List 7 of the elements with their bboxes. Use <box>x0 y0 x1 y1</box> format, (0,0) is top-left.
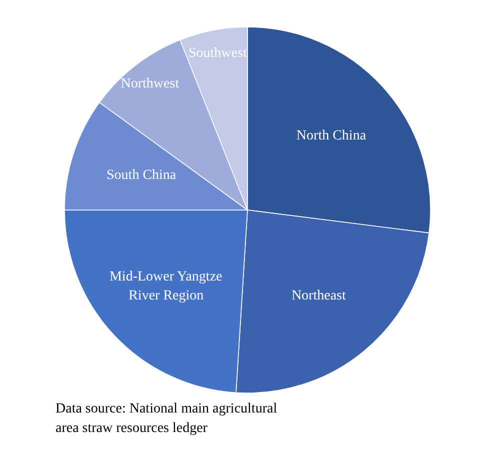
slice-label: South China <box>106 168 177 184</box>
slice-label: Northwest <box>120 76 180 92</box>
slice-label: Northeast <box>291 288 346 304</box>
source-note: Data source: National main agricultural area straw resources ledger <box>56 402 278 436</box>
slice-label: North China <box>296 128 367 144</box>
slice-label: Southwest <box>188 46 247 62</box>
slice-label: Mid-Lower Yangtze River Region <box>109 270 222 304</box>
